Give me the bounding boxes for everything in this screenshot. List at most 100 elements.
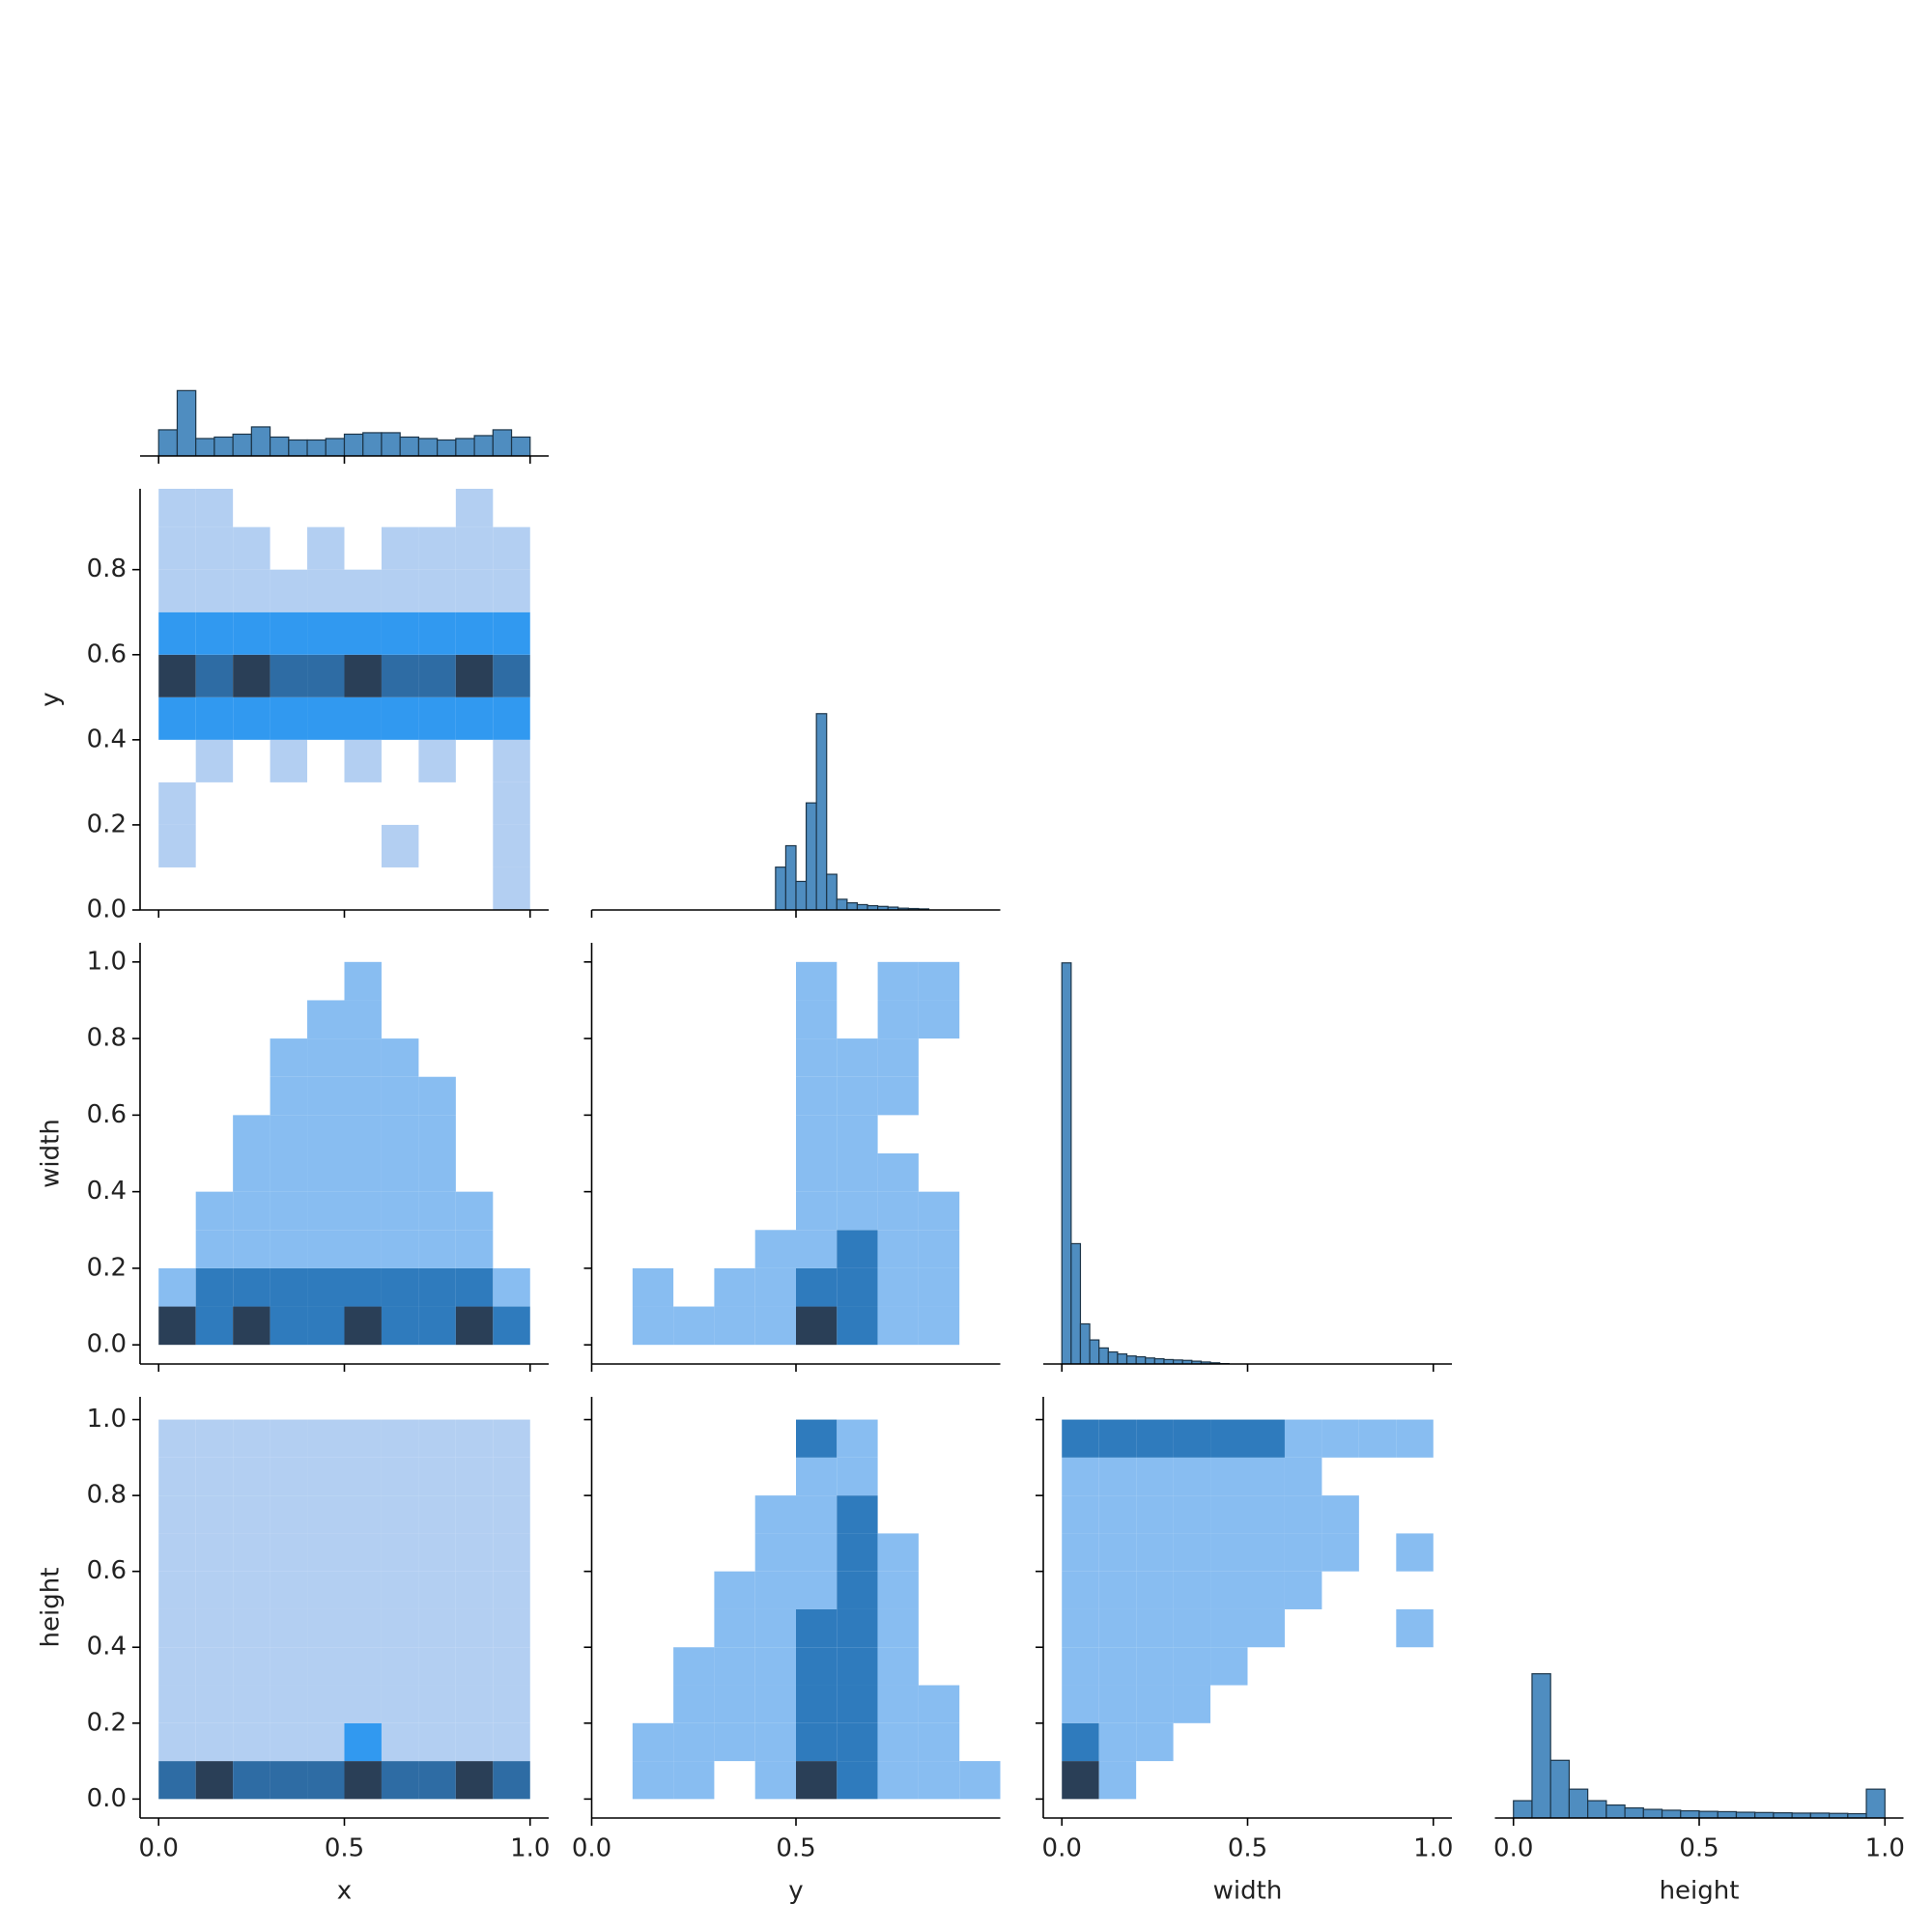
hist-bar [1061,962,1072,1364]
y-tick-label: 0.8 [87,1024,127,1053]
heat-cell [493,962,529,1001]
heat-cell [714,1458,754,1495]
y-tick-label: 0.8 [87,1481,127,1510]
heat-cell [233,1077,270,1116]
heat-cell [233,654,270,697]
heat-cell [837,1419,878,1458]
heat-cell [714,1000,754,1038]
heat-cell [1284,1457,1322,1496]
heat-cell [307,1761,345,1800]
heat-cell [1247,1608,1285,1648]
heat-cell [1248,1723,1285,1761]
heat-cell [381,1685,419,1723]
heat-cell [796,1115,838,1153]
heat-cell [493,1306,530,1346]
x-axis-label: y [788,1877,803,1906]
heat-cell [592,1230,633,1268]
heat-cell [270,1115,308,1153]
heat-cell [381,824,419,867]
x-tick-label: 1.0 [510,1834,550,1863]
heat-cell [455,1230,494,1268]
heat-cell [196,962,233,1001]
x-tick-label: 1.0 [1413,1834,1453,1863]
heat-cell [959,1153,1000,1192]
heat-cell [158,1722,196,1762]
heat-cell [1359,1609,1396,1647]
heat-cell [307,611,345,655]
heat-cell [456,1153,493,1192]
heat-cell [456,782,493,825]
heat-cell [1210,1761,1247,1799]
heat-cell [632,1267,674,1307]
plot-area [592,961,1000,1346]
hist-bar [417,438,439,456]
heat-cell [1210,1533,1248,1572]
heat-cell [270,569,308,612]
heat-cell [344,569,382,612]
heat-cell [919,1077,959,1116]
heat-cell [1098,1685,1137,1723]
heat-cell [418,1608,456,1648]
heat-cell [233,1722,270,1762]
heat-cell [158,569,196,612]
heat-cell [307,485,344,527]
heat-cell [418,1722,456,1762]
heat-cell [307,867,344,910]
heat-cell [455,569,494,612]
heat-cell [455,1722,494,1762]
heat-cell [755,1115,796,1153]
heat-cell [633,1192,673,1231]
hist-bar [343,433,364,456]
heat-cell [592,1686,633,1723]
heat-cell [1358,1419,1397,1458]
heat-cell [195,1761,234,1800]
heat-cell [381,1038,419,1077]
hist-bar [1735,1811,1756,1818]
heat-cell [1098,1495,1137,1534]
heat-cell [1136,1722,1174,1762]
heat-cell [418,1571,456,1609]
heat-cell [456,740,493,782]
heat-cell [196,1000,233,1038]
heat-cell [1247,1571,1285,1609]
heat-cell [233,962,270,1001]
heat-cell [1174,1761,1210,1799]
heat-cell [714,1761,754,1799]
plot-area [775,713,930,910]
heat-cell [592,1647,633,1685]
heat-cell [344,1533,382,1572]
heat-cell [1173,1495,1211,1534]
heat-cell [418,1457,456,1496]
heat-cell [837,1571,878,1609]
heat-cell [1248,1686,1285,1723]
heat-cell [270,1038,308,1077]
heat-cell [493,1608,530,1648]
heat-cell [796,1722,838,1762]
heat-cell [1174,1723,1210,1761]
heat-cell [796,1761,838,1800]
heat-cell [1321,1572,1358,1609]
heat-cell [195,1722,234,1762]
heat-cell [592,1533,633,1571]
heat-cell [418,569,456,612]
heat-cell [1359,1647,1396,1685]
heat-cell [877,1306,919,1346]
heat-cell [381,1115,419,1153]
heat-cell [1098,1647,1137,1686]
heat-cell [455,1608,494,1648]
heat-cell [382,1000,418,1038]
heat-cell [592,1077,633,1116]
heat-cell [493,485,529,527]
heat-cell [456,1077,493,1116]
hist-bar [269,436,290,456]
heat-cell [270,1000,307,1038]
heat-cell [493,696,530,740]
heat-cell [1359,1533,1396,1571]
hist-bar [381,432,401,456]
heat-cell [837,1230,878,1268]
heat-cell [1359,1495,1396,1533]
heat-cell [270,962,307,1001]
heat-cell [919,1458,959,1495]
heat-cell [714,1647,755,1686]
heat-cell [1062,1571,1099,1609]
